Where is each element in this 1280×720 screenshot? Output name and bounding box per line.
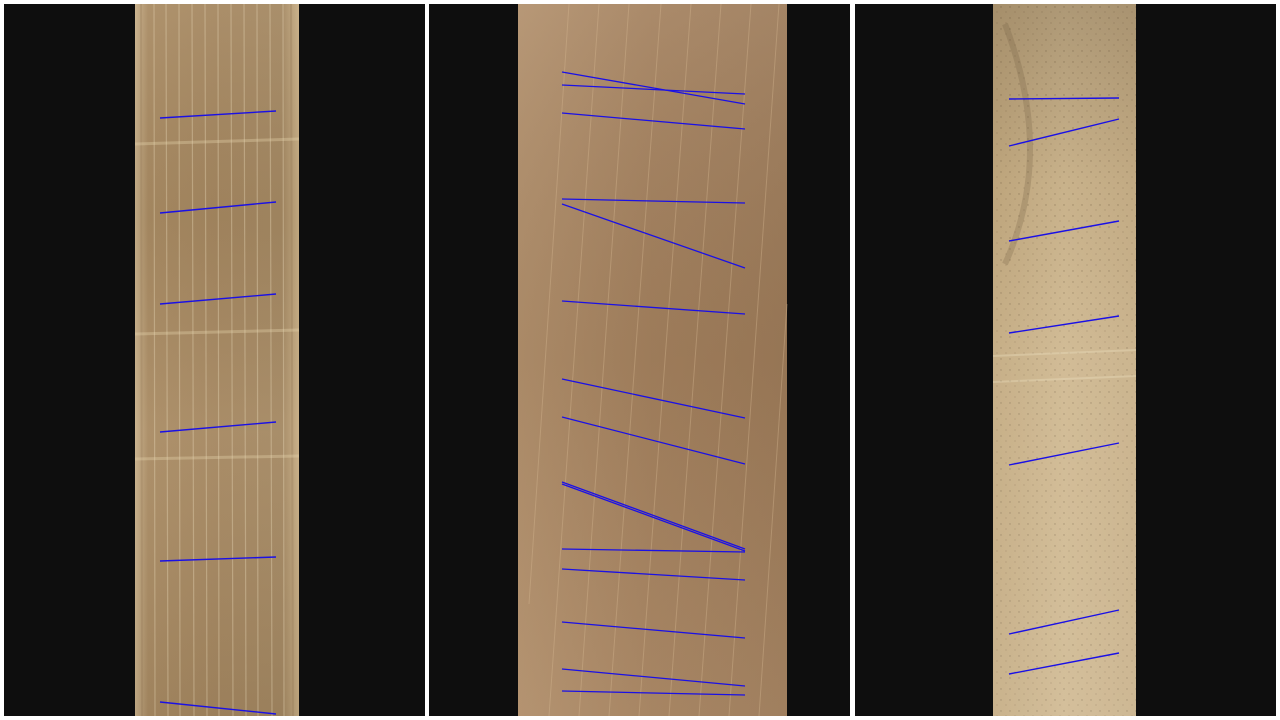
annotation-line [1008, 652, 1120, 675]
wood-sample-1-image [134, 4, 300, 716]
annotation-line [1008, 442, 1120, 466]
wood-sample-2-image [518, 4, 788, 716]
annotation-line [561, 621, 746, 639]
annotation-line [561, 300, 746, 315]
annotation-line [159, 293, 277, 305]
annotation-line [561, 198, 746, 204]
annotation-line [561, 690, 746, 696]
annotation-line [561, 71, 746, 105]
annotation-line [159, 201, 277, 214]
image-panel-1 [4, 4, 425, 716]
annotation-line [1008, 118, 1120, 147]
annotation-line [1008, 220, 1120, 242]
wood-grain [153, 4, 285, 716]
annotation-line [1008, 315, 1120, 334]
annotation-line [561, 84, 746, 95]
annotation-line [561, 416, 746, 465]
annotation-line [561, 203, 746, 269]
annotation-line [561, 378, 746, 419]
wood-sample-3-image [992, 4, 1137, 716]
annotation-line [1008, 609, 1120, 635]
annotation-line [561, 112, 746, 130]
annotation-line [1008, 97, 1120, 100]
annotation-line [159, 701, 277, 715]
annotation-lines [1008, 97, 1120, 675]
annotation-line [159, 421, 277, 433]
annotation-line [561, 481, 746, 550]
annotation-lines [159, 110, 277, 715]
annotation-line [561, 483, 746, 552]
annotation-lines [561, 71, 746, 696]
image-panel-3 [855, 4, 1276, 716]
annotation-line [561, 568, 746, 581]
image-panel-2 [429, 4, 850, 716]
annotation-line [159, 110, 277, 119]
annotation-line [561, 668, 746, 687]
annotation-line [159, 556, 277, 562]
wood-grain [528, 4, 788, 716]
annotation-line [561, 548, 746, 553]
